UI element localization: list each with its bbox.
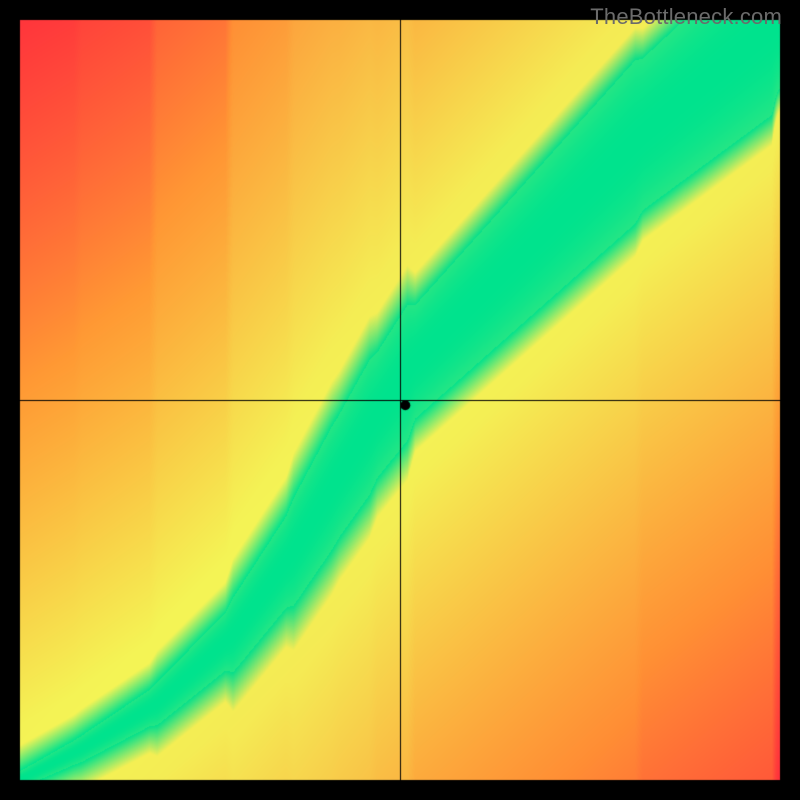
- watermark-text: TheBottleneck.com: [590, 4, 782, 30]
- heatmap-canvas: [0, 0, 800, 800]
- chart-container: TheBottleneck.com: [0, 0, 800, 800]
